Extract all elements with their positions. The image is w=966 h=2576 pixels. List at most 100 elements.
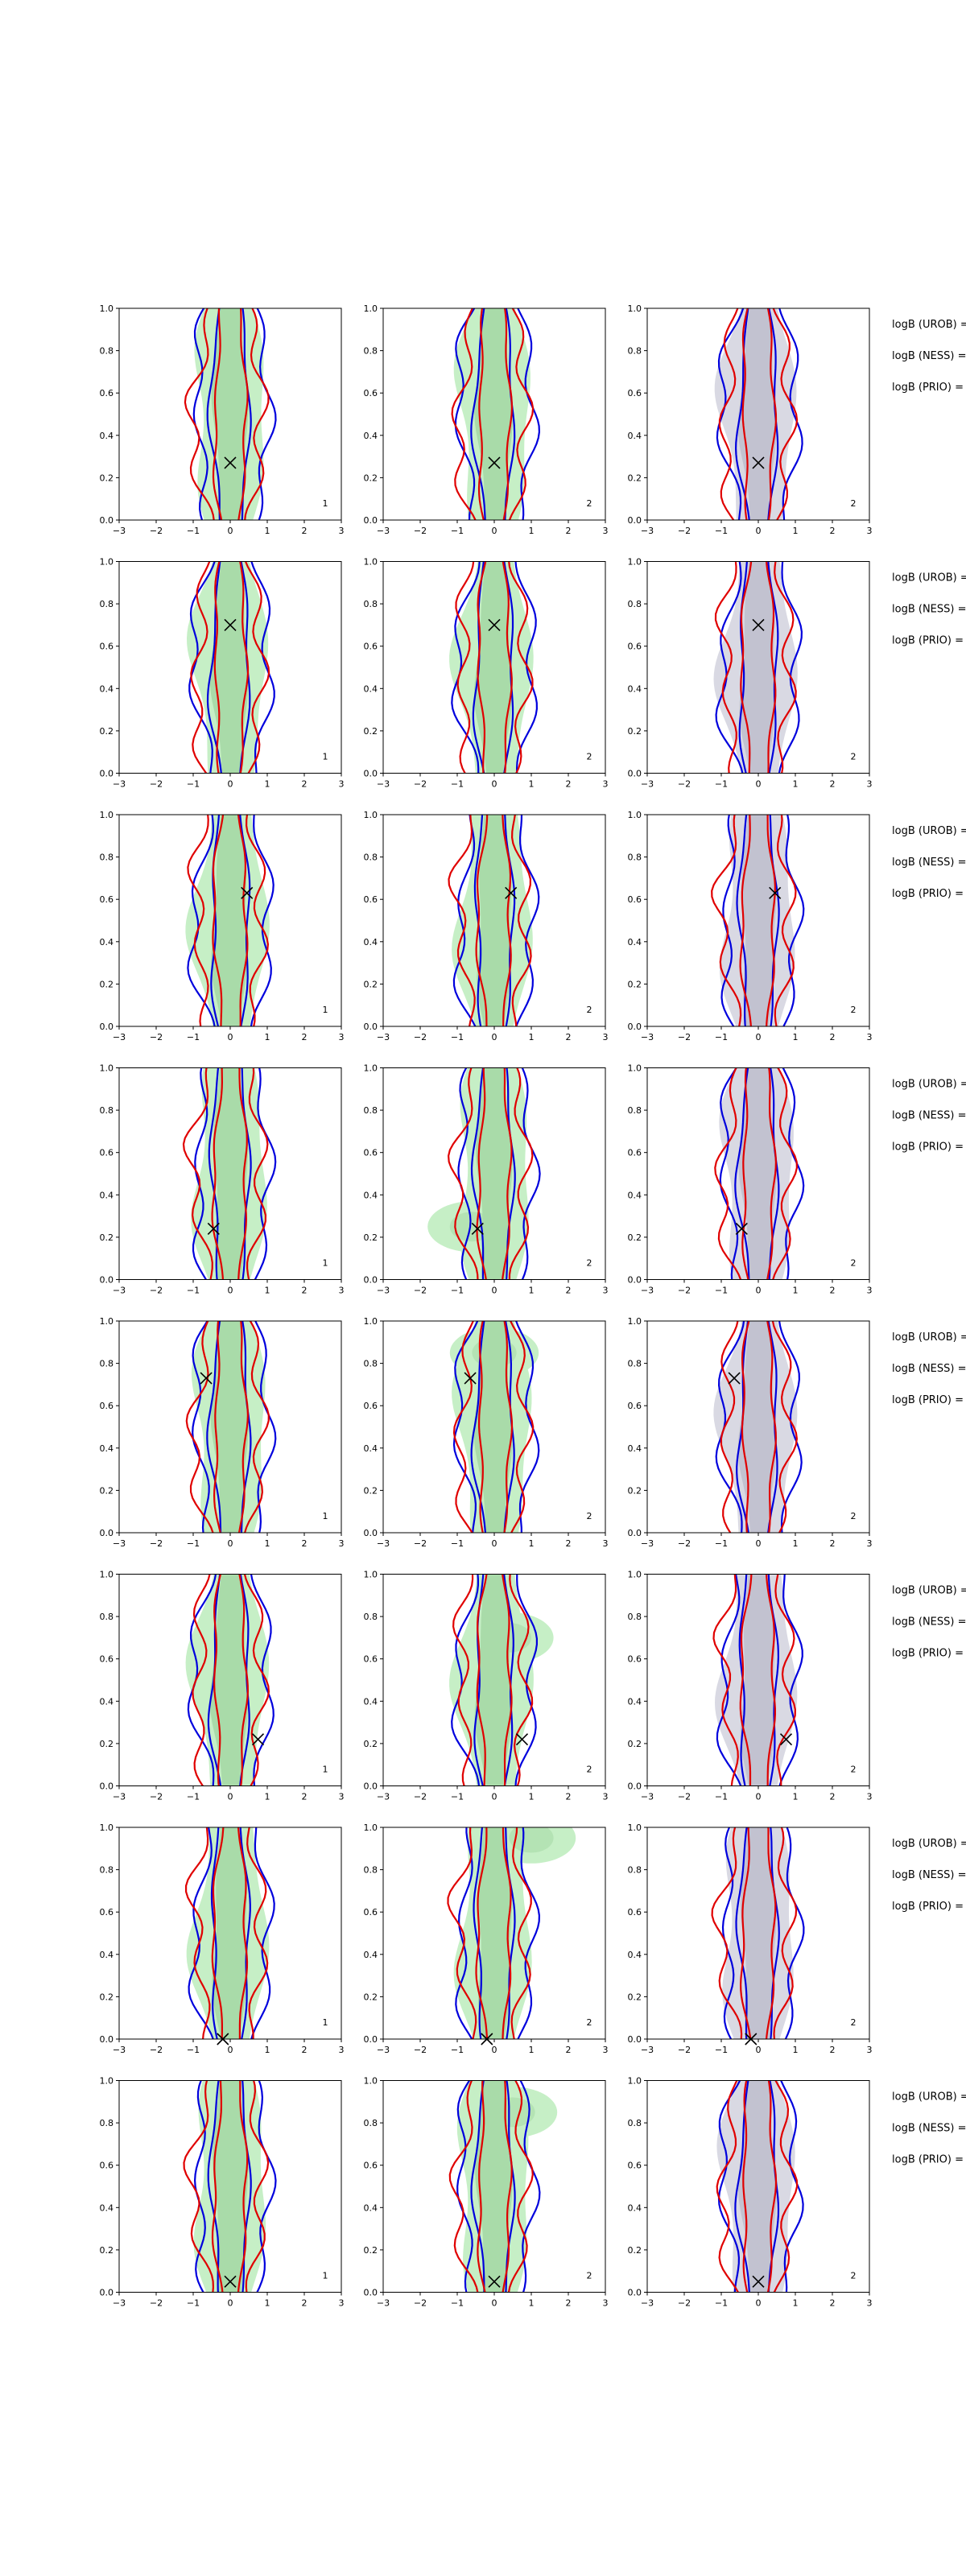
x-tick-label: 3 <box>339 1032 345 1042</box>
x-tick-label: 2 <box>830 2045 836 2055</box>
blue-contour-outer <box>717 2080 804 2293</box>
stat-label: logB (NESS) = <box>892 604 966 616</box>
red-contour-inner <box>475 1827 512 2039</box>
true-value-marker <box>207 1222 220 1235</box>
y-tick-label: 0.6 <box>628 642 642 652</box>
stat-label: logB (NESS) = <box>892 2123 966 2135</box>
stat-label: logB (PRIO) = <box>892 635 964 647</box>
stat-label: logB (PRIO) = <box>892 1648 964 1660</box>
panel-r7-c3: −3 −2 −1 0 1 2 3 0.0 0.2 0.4 0.6 0.8 1.0 2 <box>628 1823 873 2055</box>
y-tick-label: 1.0 <box>364 303 378 314</box>
panel-r4-c1: −3 −2 −1 0 1 2 3 0.0 0.2 0.4 0.6 0.8 1.0 1 <box>100 1063 345 1296</box>
y-tick-label: 1.0 <box>628 557 642 568</box>
plot-area <box>185 1827 275 2039</box>
red-contour-inner <box>212 815 249 1026</box>
density-inner-region <box>740 1574 775 1786</box>
panel-index-label: 2 <box>851 752 857 762</box>
plot-area <box>716 2080 804 2293</box>
red-contour-outer <box>711 1827 798 2039</box>
x-tick-label: −3 <box>377 1286 390 1296</box>
blue-contour-inner <box>734 308 779 520</box>
red-contour-inner <box>211 1067 248 1280</box>
red-contour-outer <box>182 1067 269 1280</box>
x-tick-label: −1 <box>187 1286 200 1296</box>
true-value-marker <box>488 2275 501 2288</box>
true-value-marker <box>769 886 782 899</box>
blue-contour-outer <box>720 815 805 1026</box>
x-tick-label: −3 <box>113 779 126 790</box>
blue-contour-inner <box>470 2080 516 2293</box>
x-tick-label: −3 <box>377 2045 390 2055</box>
y-tick-label: 0.2 <box>628 2245 642 2256</box>
density-inner-region <box>211 815 247 1026</box>
x-tick-label: −3 <box>641 2045 654 2055</box>
x-tick-label: 3 <box>867 526 873 536</box>
y-tick-label: 0.2 <box>364 1485 378 1496</box>
panel-r6-c1: −3 −2 −1 0 1 2 3 0.0 0.2 0.4 0.6 0.8 1.0 1 <box>100 1570 345 1802</box>
panel-index-label: 2 <box>851 498 857 509</box>
density-inner-region <box>211 308 249 520</box>
x-tick-label: −3 <box>113 526 126 536</box>
red-contour-outer <box>192 1574 270 1786</box>
y-tick-label: 0.8 <box>100 599 114 609</box>
y-tick-label: 0.4 <box>100 1696 114 1707</box>
blue-contour-inner <box>735 1827 780 2039</box>
blue-contour-outer <box>192 1067 277 1280</box>
x-tick-label: −1 <box>715 526 728 536</box>
panel-r8-c3: −3 −2 −1 0 1 2 3 0.0 0.2 0.4 0.6 0.8 1.0 2 <box>628 2076 873 2309</box>
y-tick-label: 0.8 <box>364 1865 378 1876</box>
x-tick-label: 1 <box>793 2045 799 2055</box>
red-contour-inner <box>739 815 777 1026</box>
x-tick-label: 3 <box>339 1792 345 1802</box>
x-tick-label: −2 <box>414 1032 427 1042</box>
density-inner-region <box>213 1067 248 1280</box>
x-tick-label: −1 <box>187 2298 200 2309</box>
y-tick-label: 0.4 <box>100 431 114 441</box>
y-tick-label: 0.2 <box>100 2245 114 2256</box>
y-tick-label: 0.2 <box>364 726 378 737</box>
y-tick-label: 0.4 <box>364 1190 378 1200</box>
plot-area <box>451 308 541 520</box>
x-tick-label: 1 <box>793 526 799 536</box>
x-tick-label: 3 <box>339 2045 345 2055</box>
blue-contour-inner <box>207 1574 250 1786</box>
y-tick-label: 1.0 <box>628 1570 642 1580</box>
red-contour-outer <box>187 815 270 1026</box>
x-tick-label: 0 <box>756 2298 762 2309</box>
plot-area <box>713 561 803 774</box>
stat-label: logB (UROB) = <box>892 319 966 331</box>
stat-label: logB (PRIO) = <box>892 1141 964 1154</box>
y-tick-label: 0.2 <box>628 1992 642 2002</box>
x-tick-label: 1 <box>793 1538 799 1549</box>
y-tick-label: 0.4 <box>364 2202 378 2213</box>
y-tick-label: 1.0 <box>100 1063 114 1074</box>
x-tick-label: 1 <box>529 2298 535 2309</box>
y-tick-label: 0.6 <box>628 388 642 398</box>
x-tick-label: 2 <box>830 1538 836 1549</box>
x-tick-label: −1 <box>715 1538 728 1549</box>
blue-contour-inner <box>470 1321 515 1533</box>
x-tick-label: −2 <box>678 779 691 790</box>
red-contour-inner <box>213 1574 250 1786</box>
x-tick-label: −1 <box>187 779 200 790</box>
y-tick-label: 0.8 <box>628 1359 642 1369</box>
x-tick-label: 0 <box>756 526 762 536</box>
true-value-marker <box>224 456 237 469</box>
x-tick-label: 0 <box>228 2298 233 2309</box>
stat-label: logB (PRIO) = <box>892 1394 964 1406</box>
panel-index-label: 2 <box>851 1765 857 1775</box>
true-value-marker <box>224 618 237 631</box>
true-value-marker <box>488 618 501 631</box>
y-tick-label: 0.6 <box>100 1401 114 1411</box>
x-tick-label: −1 <box>187 2045 200 2055</box>
density-inner-region <box>476 1067 513 1280</box>
y-tick-label: 0.4 <box>628 2202 642 2213</box>
y-tick-label: 0.8 <box>364 599 378 609</box>
plot-area <box>184 308 277 520</box>
red-contour-inner <box>741 308 778 520</box>
x-tick-label: −3 <box>641 1286 654 1296</box>
blue-contour-inner <box>736 1321 778 1533</box>
y-tick-label: 0.4 <box>364 1443 378 1454</box>
y-tick-label: 0.0 <box>364 515 378 526</box>
y-tick-label: 1.0 <box>628 303 642 314</box>
